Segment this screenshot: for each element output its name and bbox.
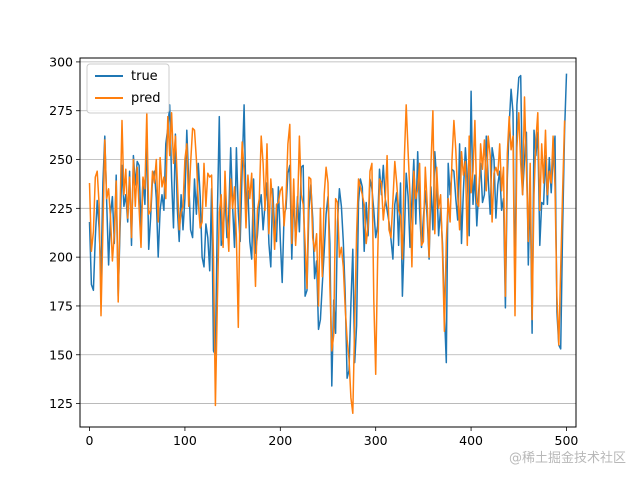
y-tick-label: 300 (49, 54, 73, 69)
y-tick-label: 150 (49, 347, 73, 362)
x-tick-label: 500 (555, 433, 579, 448)
y-tick-label: 175 (49, 298, 73, 313)
x-tick-label: 200 (268, 433, 292, 448)
series-true-line (88, 73, 568, 387)
axis-ticks: 125 150 175 200 225 250 275 300 0 100 200 300 400 500 (49, 54, 578, 448)
x-tick-label: 0 (86, 433, 94, 448)
y-tick-label: 125 (49, 396, 73, 411)
y-tick-label: 225 (49, 201, 73, 216)
y-tick-label: 275 (49, 103, 73, 118)
x-tick-label: 400 (459, 433, 483, 448)
x-tick-label: 100 (173, 433, 197, 448)
plot-frame (79, 57, 577, 428)
y-tick-label: 200 (49, 250, 73, 265)
legend: true pred (86, 63, 170, 114)
series-pred-line (88, 96, 566, 415)
watermark-text: @稀土掘金技术社区 (508, 451, 626, 466)
x-tick-label: 300 (364, 433, 388, 448)
legend-true-label: true (131, 69, 158, 84)
y-tick-label: 250 (49, 152, 73, 167)
legend-pred-label: pred (131, 91, 161, 106)
series-lines (88, 73, 568, 415)
